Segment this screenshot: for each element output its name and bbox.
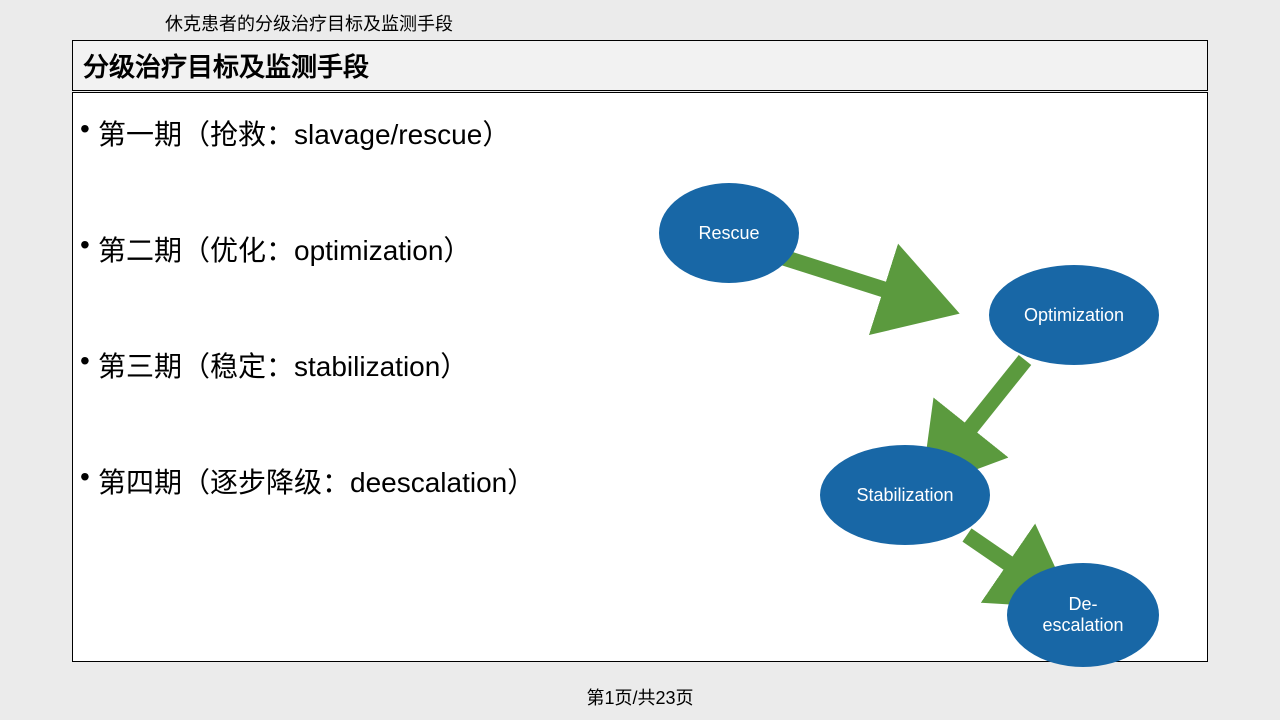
flow-arrow: [782, 257, 917, 300]
title-bar: 分级治疗目标及监测手段: [72, 40, 1208, 91]
page-footer: 第1页/共23页: [586, 684, 693, 710]
flow-arrow: [967, 535, 1037, 583]
title-bar-text: 分级治疗目标及监测手段: [83, 47, 1197, 84]
list-item: 第二期（优化：optimization）: [98, 229, 535, 269]
flow-arrow: [949, 360, 1025, 455]
flowchart-diagram: RescueOptimizationStabilizationDe- escal…: [637, 165, 1177, 661]
list-item: 第三期（稳定：stabilization）: [98, 345, 535, 385]
list-item: 第一期（抢救：slavage/rescue）: [98, 113, 535, 153]
flow-node-rescue: Rescue: [659, 183, 799, 283]
flow-node-stabilization: Stabilization: [820, 445, 990, 545]
flow-node-deescalation: De- escalation: [1007, 563, 1159, 667]
points-list: 第一期（抢救：slavage/rescue） 第二期（优化：optimizati…: [98, 113, 535, 577]
list-item: 第四期（逐步降级：deescalation）: [98, 461, 535, 501]
content-box: 第一期（抢救：slavage/rescue） 第二期（优化：optimizati…: [72, 92, 1208, 662]
header-text: 休克患者的分级治疗目标及监测手段: [165, 10, 453, 36]
flow-node-optimization: Optimization: [989, 265, 1159, 365]
